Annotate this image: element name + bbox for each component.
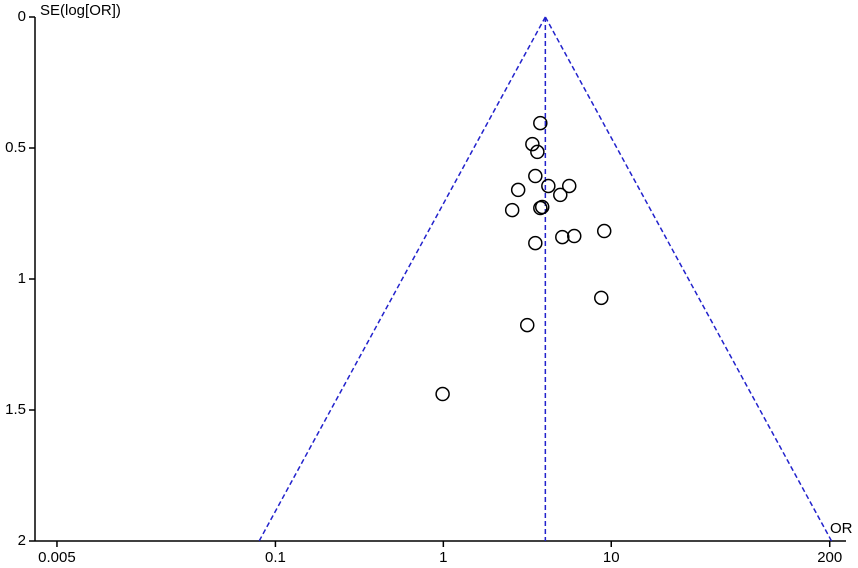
y-tick-label: 0.5 xyxy=(5,139,26,156)
study-point xyxy=(510,182,526,198)
y-axis-title: SE(log[OR]) xyxy=(40,2,121,19)
funnel-upper-line xyxy=(544,16,833,542)
study-point xyxy=(528,235,543,251)
funnel-lower-line xyxy=(258,16,547,542)
study-point xyxy=(519,317,535,333)
study-point xyxy=(525,136,540,152)
study-point xyxy=(594,290,609,306)
x-tick-label: 1 xyxy=(439,549,447,566)
x-tick-label: 0.005 xyxy=(38,549,76,566)
x-tick-label: 0.1 xyxy=(265,549,286,566)
study-point xyxy=(567,228,582,244)
y-tick-label: 2 xyxy=(18,532,26,549)
y-tick-label: 1.5 xyxy=(5,401,26,418)
x-tick-label: 200 xyxy=(817,549,842,566)
y-tick-label: 1 xyxy=(18,270,26,287)
study-point xyxy=(555,229,570,245)
study-point xyxy=(533,200,548,216)
study-point xyxy=(530,144,545,160)
study-point xyxy=(533,115,548,131)
study-point xyxy=(596,223,612,239)
x-axis-title: OR xyxy=(830,520,853,537)
study-point xyxy=(561,178,577,194)
x-tick-label: 10 xyxy=(603,549,620,566)
study-point xyxy=(528,168,543,184)
study-point xyxy=(541,178,556,194)
study-point xyxy=(504,202,520,218)
study-point xyxy=(435,386,450,402)
study-point xyxy=(553,187,568,203)
y-tick-label: 0 xyxy=(18,8,26,25)
